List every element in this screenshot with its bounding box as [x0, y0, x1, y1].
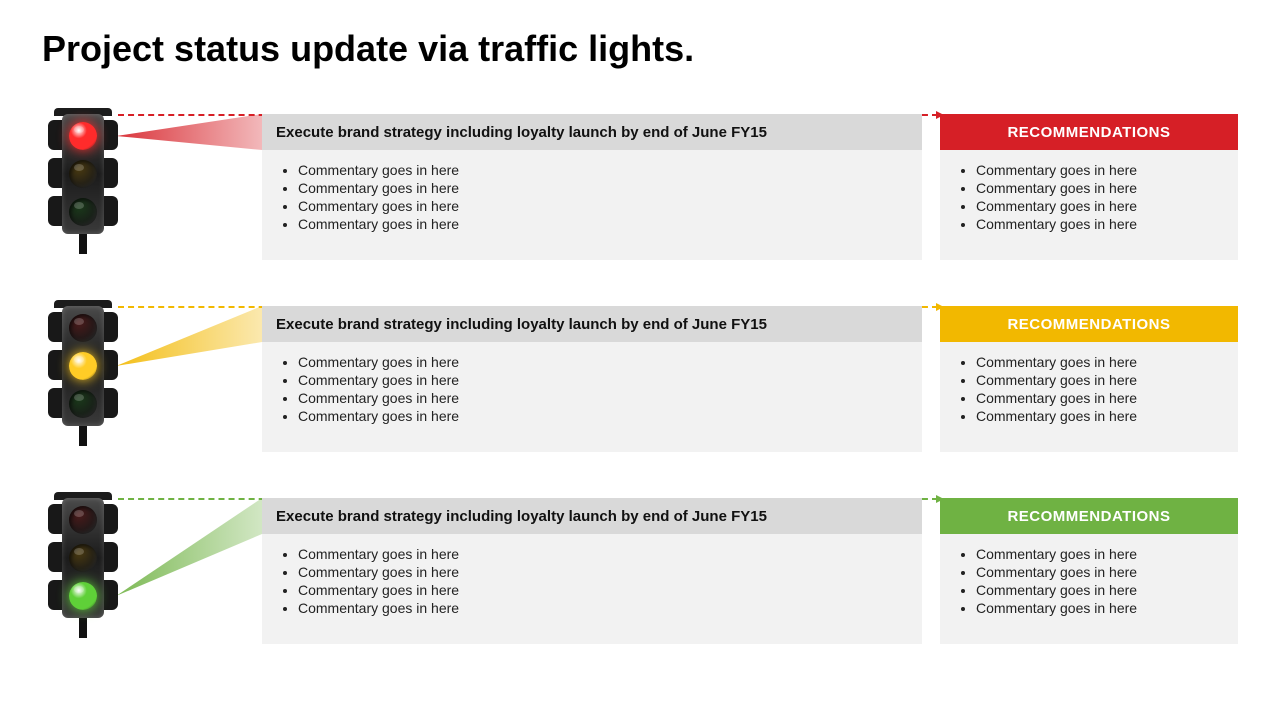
commentary-item: Commentary goes in here — [298, 372, 908, 388]
recommendation-item: Commentary goes in here — [976, 408, 1224, 424]
commentary-item: Commentary goes in here — [298, 546, 908, 562]
recommendations-header: RECOMMENDATIONS — [940, 498, 1238, 534]
red-lamp — [69, 122, 97, 150]
traffic-light-icon — [48, 114, 118, 252]
recommendation-item: Commentary goes in here — [976, 390, 1224, 406]
commentary-item: Commentary goes in here — [298, 564, 908, 580]
recommendation-item: Commentary goes in here — [976, 162, 1224, 178]
recommendation-item: Commentary goes in here — [976, 372, 1224, 388]
main-commentary-box: Commentary goes in here Commentary goes i… — [262, 150, 922, 260]
beam-amber — [116, 298, 262, 456]
recommendations-box: Commentary goes in here Commentary goes i… — [940, 534, 1238, 644]
green-lamp — [69, 198, 97, 226]
recommendations-column: RECOMMENDATIONSCommentary goes in hereCo… — [940, 498, 1238, 644]
red-lamp — [69, 506, 97, 534]
status-row-green: Execute brand strategy including loyalty… — [0, 490, 1280, 670]
recommendation-item: Commentary goes in here — [976, 582, 1224, 598]
traffic-light-icon — [48, 306, 118, 444]
commentary-item: Commentary goes in here — [298, 408, 908, 424]
main-column: Execute brand strategy including loyalty… — [262, 114, 922, 260]
recommendation-item: Commentary goes in here — [976, 600, 1224, 616]
green-lamp — [69, 390, 97, 418]
main-column: Execute brand strategy including loyalty… — [262, 498, 922, 644]
commentary-item: Commentary goes in here — [298, 216, 908, 232]
commentary-item: Commentary goes in here — [298, 582, 908, 598]
amber-lamp — [69, 160, 97, 188]
recommendation-item: Commentary goes in here — [976, 546, 1224, 562]
commentary-item: Commentary goes in here — [298, 600, 908, 616]
amber-lamp — [69, 352, 97, 380]
main-header: Execute brand strategy including loyalty… — [262, 114, 922, 150]
red-lamp — [69, 314, 97, 342]
commentary-item: Commentary goes in here — [298, 180, 908, 196]
recommendation-item: Commentary goes in here — [976, 180, 1224, 196]
commentary-item: Commentary goes in here — [298, 198, 908, 214]
beam-red — [116, 106, 262, 264]
recommendations-header: RECOMMENDATIONS — [940, 114, 1238, 150]
beam-green — [116, 490, 262, 648]
page-title: Project status update via traffic lights… — [42, 28, 694, 70]
recommendations-column: RECOMMENDATIONSCommentary goes in hereCo… — [940, 114, 1238, 260]
traffic-light-icon — [48, 498, 118, 636]
commentary-item: Commentary goes in here — [298, 390, 908, 406]
recommendations-header: RECOMMENDATIONS — [940, 306, 1238, 342]
main-commentary-box: Commentary goes in here Commentary goes i… — [262, 534, 922, 644]
recommendations-box: Commentary goes in here Commentary goes i… — [940, 342, 1238, 452]
main-header: Execute brand strategy including loyalty… — [262, 498, 922, 534]
recommendations-box: Commentary goes in here Commentary goes i… — [940, 150, 1238, 260]
green-lamp — [69, 582, 97, 610]
status-row-amber: Execute brand strategy including loyalty… — [0, 298, 1280, 478]
recommendation-item: Commentary goes in here — [976, 198, 1224, 214]
status-row-red: Execute brand strategy including loyalty… — [0, 106, 1280, 286]
commentary-item: Commentary goes in here — [298, 354, 908, 370]
recommendation-item: Commentary goes in here — [976, 354, 1224, 370]
main-column: Execute brand strategy including loyalty… — [262, 306, 922, 452]
recommendations-column: RECOMMENDATIONSCommentary goes in hereCo… — [940, 306, 1238, 452]
recommendation-item: Commentary goes in here — [976, 564, 1224, 580]
commentary-item: Commentary goes in here — [298, 162, 908, 178]
main-header: Execute brand strategy including loyalty… — [262, 306, 922, 342]
amber-lamp — [69, 544, 97, 572]
main-commentary-box: Commentary goes in here Commentary goes i… — [262, 342, 922, 452]
recommendation-item: Commentary goes in here — [976, 216, 1224, 232]
